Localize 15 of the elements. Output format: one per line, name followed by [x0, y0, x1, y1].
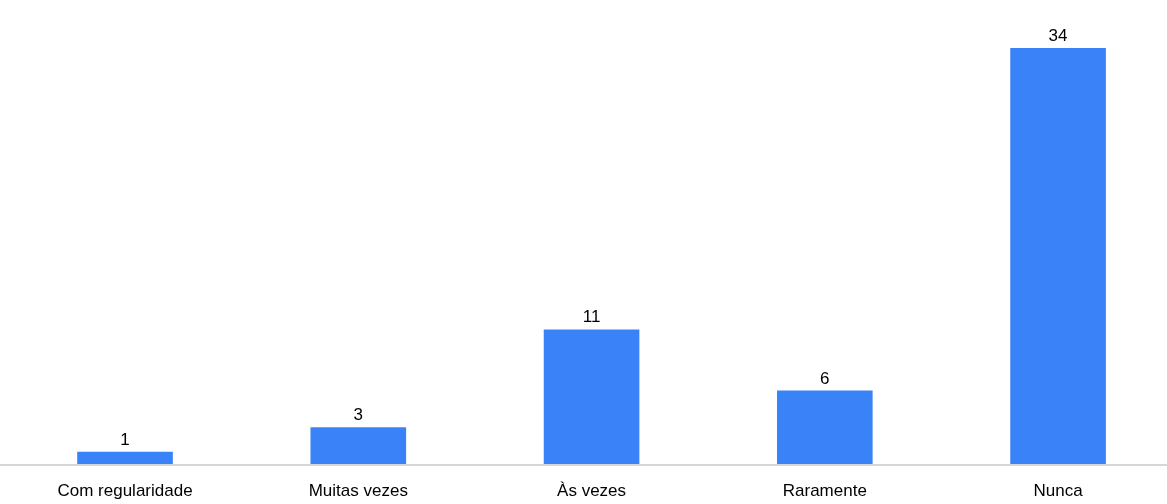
x-tick-label: Raramente [782, 481, 867, 501]
bar [776, 390, 873, 464]
bar [543, 329, 640, 464]
data-label: 11 [582, 307, 601, 327]
bar [310, 427, 407, 464]
bar [1010, 48, 1106, 464]
x-tick-label: Nunca [1033, 481, 1084, 501]
x-tick-label: Às vezes [557, 481, 627, 501]
x-tick-label: Com regularidade [57, 481, 193, 501]
data-label: 1 [120, 429, 130, 449]
data-label: 34 [1048, 26, 1068, 45]
data-label: 3 [353, 405, 364, 425]
x-tick-label: Muitas vezes [308, 481, 408, 501]
bar [77, 451, 173, 464]
data-label: 6 [820, 368, 830, 388]
